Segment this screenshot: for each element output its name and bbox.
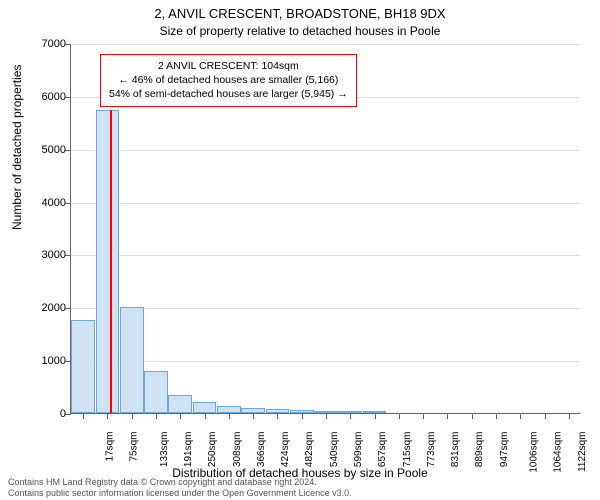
x-tick-label: 366sqm: [256, 432, 267, 468]
footer-line1: Contains HM Land Registry data © Crown c…: [8, 477, 352, 487]
gridline: [71, 255, 580, 256]
bar: [120, 307, 144, 413]
x-tick: [472, 413, 473, 419]
y-tick-label: 2000: [6, 302, 66, 314]
gridline: [71, 361, 580, 362]
footer: Contains HM Land Registry data © Crown c…: [8, 477, 352, 498]
x-tick: [496, 413, 497, 419]
x-tick: [253, 413, 254, 419]
x-tick: [156, 413, 157, 419]
annotation-line2: ← 46% of detached houses are smaller (5,…: [109, 73, 348, 87]
bar: [217, 406, 241, 413]
x-tick-label: 75sqm: [129, 432, 140, 462]
x-tick: [520, 413, 521, 419]
x-tick-label: 540sqm: [329, 432, 340, 468]
x-tick: [350, 413, 351, 419]
y-tick-label: 3000: [6, 249, 66, 261]
bar: [193, 402, 217, 413]
x-tick-label: 947sqm: [499, 432, 510, 468]
y-tick-label: 6000: [6, 91, 66, 103]
x-tick-label: 1006sqm: [529, 432, 540, 473]
x-tick-label: 1122sqm: [576, 432, 587, 472]
x-tick-label: 773sqm: [426, 432, 437, 468]
y-tick-label: 1000: [6, 355, 66, 367]
x-tick: [326, 413, 327, 419]
x-tick: [83, 413, 84, 419]
y-tick-label: 0: [6, 408, 66, 420]
x-tick-label: 191sqm: [183, 432, 194, 468]
x-tick: [229, 413, 230, 419]
x-tick: [302, 413, 303, 419]
x-tick: [205, 413, 206, 419]
x-tick-label: 599sqm: [353, 432, 364, 468]
y-tick-label: 4000: [6, 197, 66, 209]
gridline: [71, 308, 580, 309]
x-tick-label: 1064sqm: [553, 432, 564, 473]
x-tick: [277, 413, 278, 419]
x-tick: [375, 413, 376, 419]
x-tick-label: 17sqm: [105, 432, 116, 462]
chart-subtitle: Size of property relative to detached ho…: [0, 24, 600, 38]
x-tick-label: 657sqm: [377, 432, 388, 468]
x-tick-label: 482sqm: [305, 432, 316, 468]
x-tick: [569, 413, 570, 419]
x-tick: [107, 413, 108, 419]
x-tick: [447, 413, 448, 419]
x-tick-label: 250sqm: [207, 432, 218, 468]
chart-title: 2, ANVIL CRESCENT, BROADSTONE, BH18 9DX: [0, 6, 600, 21]
x-tick-label: 308sqm: [232, 432, 243, 468]
bar: [96, 110, 120, 413]
annotation-line3: 54% of semi-detached houses are larger (…: [109, 87, 348, 101]
footer-line2: Contains public sector information licen…: [8, 488, 352, 498]
y-tick-label: 5000: [6, 144, 66, 156]
bar: [71, 320, 95, 413]
x-tick-label: 424sqm: [280, 432, 291, 468]
x-tick-label: 889sqm: [475, 432, 486, 468]
y-tick-label: 7000: [6, 38, 66, 50]
annotation-box: 2 ANVIL CRESCENT: 104sqm← 46% of detache…: [100, 54, 357, 107]
x-tick-label: 133sqm: [159, 432, 170, 468]
gridline: [71, 44, 580, 45]
marker-line: [110, 110, 112, 413]
x-tick-label: 831sqm: [450, 432, 461, 468]
x-tick: [545, 413, 546, 419]
gridline: [71, 203, 580, 204]
gridline: [71, 150, 580, 151]
x-tick: [423, 413, 424, 419]
x-tick: [180, 413, 181, 419]
x-tick-label: 715sqm: [402, 432, 413, 468]
x-tick: [399, 413, 400, 419]
bar: [168, 395, 192, 414]
x-tick: [132, 413, 133, 419]
annotation-line1: 2 ANVIL CRESCENT: 104sqm: [109, 59, 348, 73]
bar: [144, 371, 168, 413]
